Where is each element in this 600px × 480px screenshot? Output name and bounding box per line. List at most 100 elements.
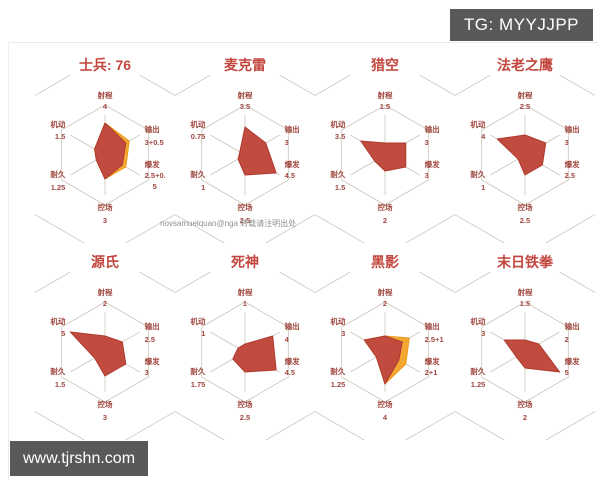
axis-value-label: 5 <box>565 368 569 377</box>
axis-name-label: 输出 <box>425 124 440 134</box>
radar-series-base <box>232 335 277 373</box>
axis-value-label: 3.5 <box>240 102 250 111</box>
radar-chart-6: 死神 射程 1 输出 4 爆发 4.5 控场 2.5 耐久 1.75 机动 1 <box>175 244 315 441</box>
axis-name-label: 爆发 <box>145 159 160 169</box>
axis-name-label: 控场 <box>518 202 533 212</box>
radar-plot: 射程 2 输出 2.5+1 爆发 2+1 控场 4 耐久 1.25 机动 3 <box>315 272 455 440</box>
axis-value-label: 4 <box>481 132 486 141</box>
axis-value-label: 1 <box>243 299 247 308</box>
axis-name-label: 机动 <box>470 316 485 326</box>
axis-value-label: 2.5 <box>145 335 155 344</box>
content-panel: 士兵: 76 射程 4 输出 3+0.5 爆发 2.5+0. 5 控场 3 耐久 1.25 机动 1.5 麦… <box>8 42 598 480</box>
radar-series-base <box>503 339 561 373</box>
radar-spoke <box>210 134 246 156</box>
radar-chart-4: 法老之鹰 射程 2.5 输出 3 爆发 2.5 控场 2.5 耐久 1 机动 4 <box>455 47 595 244</box>
axis-value-label: 2+1 <box>425 368 438 377</box>
axis-name-label: 机动 <box>330 316 345 326</box>
axis-value-label: 2.5 <box>240 413 250 422</box>
axis-value-label: 4 <box>383 413 388 422</box>
axis-value-label: 2 <box>103 299 107 308</box>
axis-name-label: 射程 <box>517 287 533 297</box>
chart-title: 麦克雷 <box>224 57 266 73</box>
axis-value-label: 1.25 <box>51 183 66 192</box>
axis-value-label: 1.75 <box>191 380 206 389</box>
radar-web-ring <box>61 301 149 403</box>
axis-name-label: 控场 <box>238 399 253 409</box>
axis-value-label: 4 <box>103 102 108 111</box>
radar-web-ring <box>341 104 429 206</box>
axis-value-label: 2.5 <box>520 216 530 225</box>
axis-value-label: 3 <box>103 413 107 422</box>
axis-value-label: 3 <box>425 171 429 180</box>
axis-name-label: 射程 <box>517 90 533 100</box>
axis-name-label: 控场 <box>98 399 113 409</box>
axis-name-label: 控场 <box>518 399 533 409</box>
radar-web-ring <box>481 301 569 403</box>
axis-name-label: 控场 <box>98 202 113 212</box>
axis-name-label: 爆发 <box>145 356 160 366</box>
telegram-badge-text: TG: MYYJJPP <box>463 15 579 34</box>
axis-value-label: 2 <box>565 335 569 344</box>
axis-value-label: 2 <box>523 413 527 422</box>
axis-name-label: 输出 <box>145 321 160 331</box>
radar-plot: 射程 4 输出 3+0.5 爆发 2.5+0. 5 控场 3 耐久 1.25 机动 1.5 <box>35 75 175 243</box>
axis-name-label: 输出 <box>565 124 580 134</box>
axis-value-label: 1.5 <box>520 299 530 308</box>
radar-series-base <box>496 134 547 176</box>
axis-name-label: 射程 <box>237 90 253 100</box>
axis-value-label: 1.5 <box>380 102 390 111</box>
axis-value-label: 2.5+1 <box>425 335 444 344</box>
axis-name-label: 耐久 <box>330 169 345 179</box>
chart-title: 士兵: 76 <box>78 57 132 73</box>
radar-plot: 射程 2 输出 2.5 爆发 3 控场 3 耐久 1.5 机动 5 <box>35 272 175 440</box>
radar-plot: 射程 1.5 输出 2 爆发 5 控场 2 耐久 1.25 机动 3 <box>455 272 595 440</box>
radar-web-ring <box>201 301 289 403</box>
axis-name-label: 射程 <box>97 90 113 100</box>
axis-value-label: 1.5 <box>55 132 65 141</box>
radar-chart-grid: 士兵: 76 射程 4 输出 3+0.5 爆发 2.5+0. 5 控场 3 耐久 1.25 机动 1.5 麦… <box>9 43 598 441</box>
axis-name-label: 输出 <box>145 124 160 134</box>
radar-series-base <box>360 140 407 172</box>
axis-value-label: 1.25 <box>471 380 486 389</box>
axis-value-label: 2.5+0. <box>145 171 166 180</box>
axis-value-label: 3+0.5 <box>145 138 164 147</box>
axis-name-label: 耐久 <box>470 169 485 179</box>
axis-value-label: 2 <box>383 216 387 225</box>
axis-value-label: 4.5 <box>285 171 295 180</box>
radar-plot: 射程 1.5 输出 3 爆发 3 控场 2 耐久 1.5 机动 3.5 <box>315 75 455 243</box>
axis-value-label: 3.5 <box>335 132 345 141</box>
axis-value-label: 1 <box>201 329 205 338</box>
radar-chart-7: 黑影 射程 2 输出 2.5+1 爆发 2+1 控场 4 耐久 1.25 机动 3 <box>315 244 455 441</box>
axis-name-label: 输出 <box>285 321 300 331</box>
radar-chart-5: 源氏 射程 2 输出 2.5 爆发 3 控场 3 耐久 1.5 机动 5 <box>35 244 175 441</box>
axis-value-label: 2.5 <box>240 216 250 225</box>
axis-name-label: 爆发 <box>425 356 440 366</box>
axis-name-label: 机动 <box>470 119 485 129</box>
axis-name-label: 耐久 <box>50 169 65 179</box>
axis-value-label: 4.5 <box>285 368 295 377</box>
axis-value-label: 1.25 <box>331 380 346 389</box>
axis-name-label: 机动 <box>50 119 65 129</box>
telegram-badge: TG: MYYJJPP <box>449 9 593 41</box>
radar-chart-3: 猎空 射程 1.5 输出 3 爆发 3 控场 2 耐久 1.5 机动 3.5 <box>315 47 455 244</box>
website-badge-text: www.tjrshn.com <box>23 450 136 467</box>
axis-value-label: 3 <box>341 329 345 338</box>
axis-value-label: 1 <box>481 183 485 192</box>
axis-name-label: 控场 <box>378 399 393 409</box>
axis-value-label: 3 <box>565 138 569 147</box>
axis-name-label: 机动 <box>50 316 65 326</box>
repost-watermark: novsamuelquan@nga 转载请注明出处 <box>160 219 297 228</box>
axis-name-label: 输出 <box>285 124 300 134</box>
axis-value-label: 1.5 <box>335 183 345 192</box>
axis-value-label: 2.5 <box>520 102 530 111</box>
axis-value-label: 2.5 <box>565 171 575 180</box>
axis-name-label: 爆发 <box>425 159 440 169</box>
axis-value-label: 4 <box>285 335 290 344</box>
axis-value-label: 1 <box>201 183 205 192</box>
radar-series-base <box>363 335 403 385</box>
radar-web-ring <box>201 104 289 206</box>
axis-name-label: 机动 <box>330 119 345 129</box>
chart-title: 猎空 <box>371 57 399 73</box>
radar-plot: 射程 2.5 输出 3 爆发 2.5 控场 2.5 耐久 1 机动 4 <box>455 75 595 243</box>
axis-name-label: 射程 <box>237 287 253 297</box>
